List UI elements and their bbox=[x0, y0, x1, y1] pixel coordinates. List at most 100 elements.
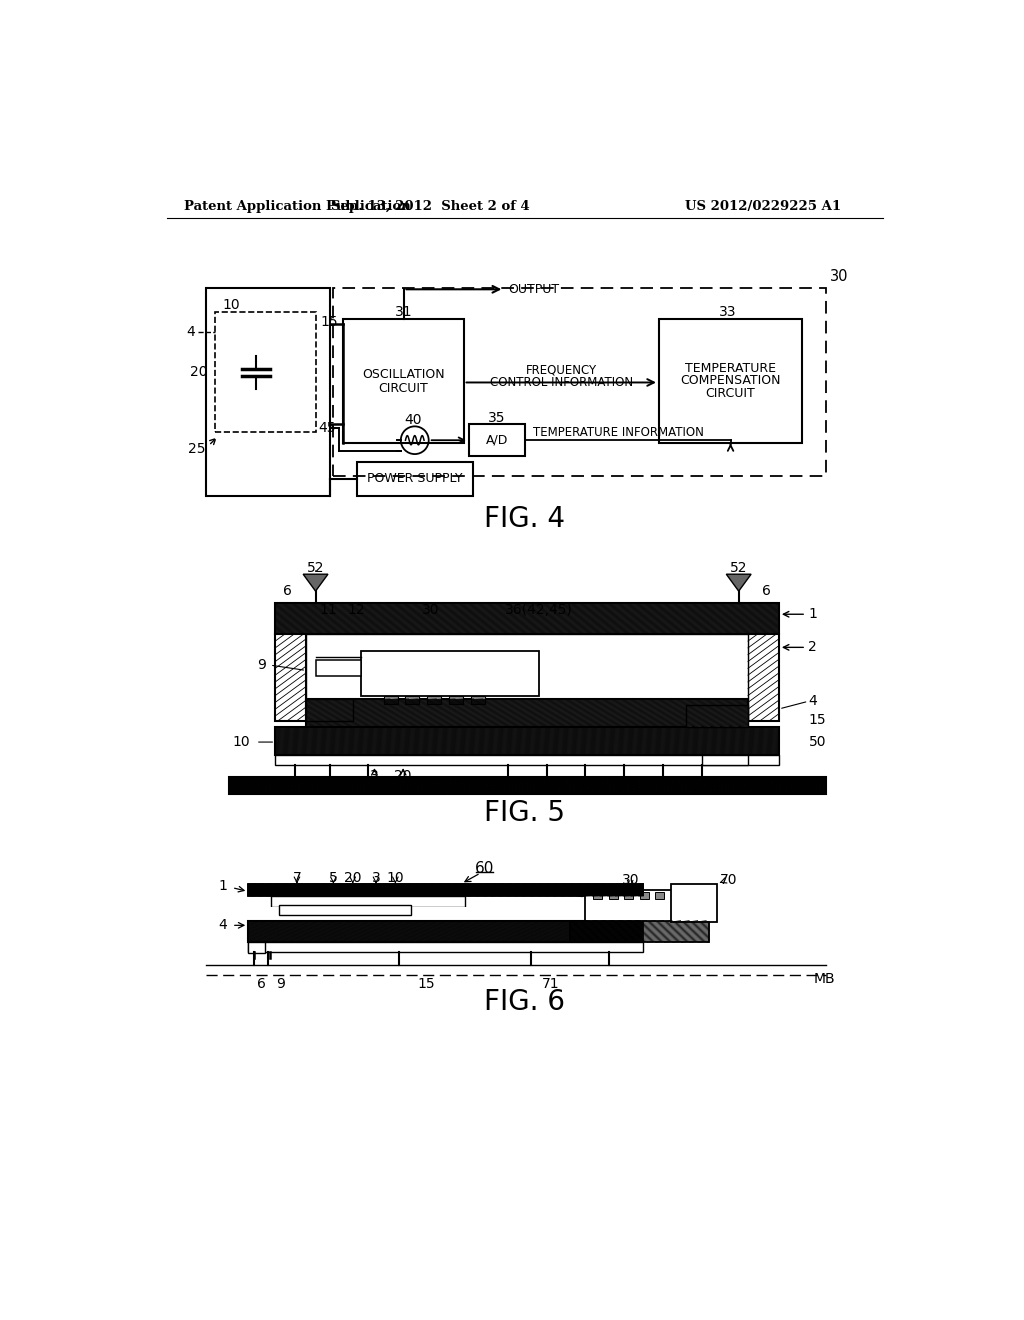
Text: CONTROL INFORMATION: CONTROL INFORMATION bbox=[489, 376, 633, 389]
Text: 7: 7 bbox=[293, 871, 301, 886]
Bar bbox=[248, 884, 643, 896]
Text: 12: 12 bbox=[348, 603, 366, 618]
Text: 30: 30 bbox=[830, 269, 849, 285]
Text: FREQUENCY: FREQUENCY bbox=[525, 363, 597, 376]
Text: 36(42,45): 36(42,45) bbox=[505, 603, 572, 618]
Text: CIRCUIT: CIRCUIT bbox=[379, 381, 428, 395]
Text: 3: 3 bbox=[372, 871, 380, 886]
Text: 2: 2 bbox=[809, 640, 817, 655]
Bar bbox=[275, 726, 779, 755]
Text: 9: 9 bbox=[257, 659, 266, 672]
Bar bbox=[384, 696, 397, 704]
Text: 70: 70 bbox=[720, 873, 737, 887]
Text: 1: 1 bbox=[218, 879, 227, 894]
Bar bbox=[206, 288, 330, 496]
Bar bbox=[280, 906, 411, 915]
Text: 45: 45 bbox=[318, 421, 336, 434]
Text: Sep. 13, 2012  Sheet 2 of 4: Sep. 13, 2012 Sheet 2 of 4 bbox=[331, 199, 529, 213]
Bar bbox=[275, 755, 779, 766]
Bar bbox=[248, 942, 265, 953]
Bar bbox=[306, 635, 748, 721]
Text: FIG. 4: FIG. 4 bbox=[484, 504, 565, 533]
Text: A/D: A/D bbox=[485, 434, 508, 446]
Bar bbox=[275, 726, 779, 755]
Bar bbox=[406, 696, 420, 704]
Bar bbox=[624, 892, 633, 899]
Bar bbox=[748, 635, 779, 721]
Text: 52: 52 bbox=[730, 561, 748, 576]
Bar bbox=[658, 318, 802, 444]
Bar bbox=[569, 921, 710, 942]
Bar bbox=[671, 884, 717, 923]
Text: 20: 20 bbox=[189, 366, 207, 379]
Text: 30: 30 bbox=[422, 603, 439, 618]
Bar bbox=[586, 890, 693, 924]
Bar bbox=[593, 892, 602, 899]
Text: OUTPUT: OUTPUT bbox=[508, 282, 559, 296]
Bar bbox=[427, 696, 441, 704]
Text: 4: 4 bbox=[186, 325, 195, 339]
Bar bbox=[306, 700, 748, 726]
Bar bbox=[306, 700, 352, 721]
Text: 52: 52 bbox=[307, 561, 325, 576]
Bar bbox=[356, 462, 473, 496]
Text: 20: 20 bbox=[394, 770, 412, 783]
Bar bbox=[228, 776, 825, 793]
Bar bbox=[315, 660, 360, 676]
Polygon shape bbox=[726, 574, 751, 591]
Text: TEMPERATURE: TEMPERATURE bbox=[685, 362, 776, 375]
Text: 20: 20 bbox=[344, 871, 361, 886]
Text: OSCILLATION: OSCILLATION bbox=[362, 368, 444, 381]
Bar bbox=[263, 907, 628, 919]
Polygon shape bbox=[303, 574, 328, 591]
Text: 33: 33 bbox=[719, 305, 736, 319]
Bar bbox=[275, 603, 779, 635]
Bar bbox=[469, 424, 524, 457]
Bar bbox=[248, 942, 643, 952]
Text: 15: 15 bbox=[809, 714, 826, 727]
Bar bbox=[655, 892, 665, 899]
Text: 25: 25 bbox=[188, 442, 206, 455]
Text: 10: 10 bbox=[222, 298, 241, 312]
Bar bbox=[449, 696, 463, 704]
Text: 71: 71 bbox=[542, 977, 559, 991]
Bar bbox=[343, 318, 464, 444]
Bar bbox=[271, 896, 465, 907]
Bar bbox=[748, 635, 779, 721]
Text: 9: 9 bbox=[276, 977, 285, 991]
Bar bbox=[471, 696, 484, 704]
Bar bbox=[569, 921, 710, 942]
Text: 30: 30 bbox=[622, 873, 639, 887]
Bar bbox=[360, 651, 539, 696]
Text: 4: 4 bbox=[809, 694, 817, 709]
Bar bbox=[215, 313, 315, 432]
Text: CIRCUIT: CIRCUIT bbox=[706, 387, 756, 400]
Bar bbox=[248, 884, 643, 896]
Bar bbox=[275, 635, 306, 721]
Bar bbox=[334, 288, 825, 475]
Text: MB: MB bbox=[814, 973, 836, 986]
Bar bbox=[306, 700, 748, 726]
Text: 11: 11 bbox=[319, 603, 337, 618]
Bar bbox=[608, 892, 617, 899]
Text: 6: 6 bbox=[257, 977, 266, 991]
Text: 10: 10 bbox=[387, 871, 404, 886]
Bar bbox=[228, 776, 825, 793]
Text: TEMPERATURE INFORMATION: TEMPERATURE INFORMATION bbox=[532, 426, 703, 440]
Text: 3: 3 bbox=[370, 770, 379, 783]
Text: FIG. 5: FIG. 5 bbox=[484, 799, 565, 826]
Text: 36: 36 bbox=[565, 884, 583, 899]
Text: 60: 60 bbox=[475, 861, 495, 876]
Text: 15: 15 bbox=[418, 977, 435, 991]
Text: 1: 1 bbox=[809, 607, 817, 622]
Text: 50: 50 bbox=[809, 735, 826, 748]
Text: COMPENSATION: COMPENSATION bbox=[680, 375, 781, 388]
Bar bbox=[275, 603, 779, 635]
Text: 15: 15 bbox=[321, 314, 338, 329]
Bar bbox=[640, 892, 649, 899]
Bar bbox=[686, 705, 748, 726]
Text: 35: 35 bbox=[488, 411, 506, 425]
Text: 6: 6 bbox=[762, 585, 771, 598]
Text: 31: 31 bbox=[394, 305, 413, 319]
Text: 5: 5 bbox=[329, 871, 338, 886]
